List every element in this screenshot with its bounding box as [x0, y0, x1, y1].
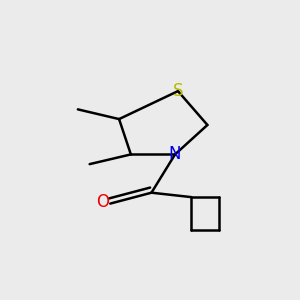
Text: S: S	[173, 82, 183, 100]
Text: N: N	[169, 146, 181, 164]
Text: O: O	[96, 193, 110, 211]
